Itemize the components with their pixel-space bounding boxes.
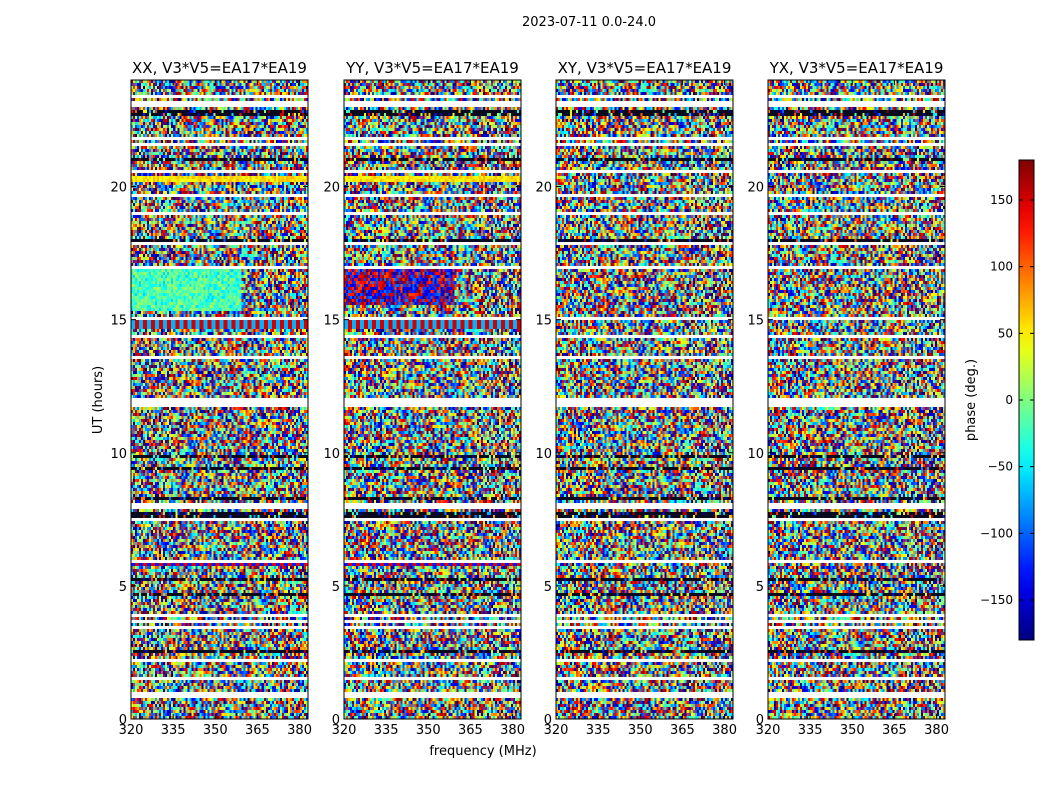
panel-title: XX, V3*V5=EA17*EA19 <box>132 59 307 77</box>
panel-yy: YY, V3*V5=EA17*EA19 320 335 350 365 380 0 5 10 15… <box>323 59 525 738</box>
panel-title: YY, V3*V5=EA17*EA19 <box>345 59 519 77</box>
y-tick-label: 20 <box>110 181 127 196</box>
x-tick-label: 380 <box>712 723 737 738</box>
y-tick-label: 5 <box>119 580 127 595</box>
y-tick-label: 10 <box>747 447 764 462</box>
x-axis-label: frequency (MHz) <box>429 744 536 759</box>
colorbar-tick-label: 100 <box>990 260 1013 274</box>
x-tick-label: 380 <box>924 723 949 738</box>
x-tick-label: 350 <box>840 723 865 738</box>
y-tick-label: 0 <box>544 713 552 728</box>
y-tick-label: 15 <box>535 314 552 329</box>
colorbar-tick-label: −100 <box>980 526 1013 540</box>
x-tick-label: 320 <box>544 723 569 738</box>
panel-frame <box>343 79 522 720</box>
y-tick-label: 20 <box>535 181 552 196</box>
colorbar-tick-label: 0 <box>1005 393 1013 407</box>
panel-frame <box>767 79 946 720</box>
y-tick-label: 10 <box>323 447 340 462</box>
x-tick-label: 350 <box>416 723 441 738</box>
x-tick-label: 335 <box>161 723 186 738</box>
colorbar-tick-label: 150 <box>990 193 1013 207</box>
y-tick-label: 20 <box>747 181 764 196</box>
y-axis-label: UT (hours) <box>91 366 106 434</box>
colorbar-tick-label: −150 <box>980 593 1013 607</box>
y-tick-label: 0 <box>756 713 764 728</box>
panel-yx: YX, V3*V5=EA17*EA19 320 335 350 365 380 0 5 10 15… <box>747 59 949 738</box>
colorbar: 150 100 50 0 −50 −100 −150 <box>980 159 1035 641</box>
x-tick-label: 365 <box>670 723 695 738</box>
panels: XX, V3*V5=EA17*EA19 320 335 350 365 380 0 5 10 15… <box>110 59 949 738</box>
x-tick-label: 335 <box>586 723 611 738</box>
colorbar-tick-label: 50 <box>998 326 1013 340</box>
y-tick-label: 0 <box>119 713 127 728</box>
y-tick-label: 5 <box>756 580 764 595</box>
panel-frame <box>130 79 309 720</box>
panel-title: XY, V3*V5=EA17*EA19 <box>558 59 732 77</box>
panel-title: YX, V3*V5=EA17*EA19 <box>769 59 944 77</box>
y-tick-label: 5 <box>544 580 552 595</box>
panel-xx: XX, V3*V5=EA17*EA19 320 335 350 365 380 0 5 10 15… <box>110 59 312 738</box>
x-tick-label: 320 <box>119 723 144 738</box>
y-tick-label: 10 <box>535 447 552 462</box>
heatmap-xy <box>556 80 733 719</box>
x-tick-label: 350 <box>628 723 653 738</box>
y-tick-label: 15 <box>323 314 340 329</box>
y-tick-label: 20 <box>323 181 340 196</box>
colorbar-label: phase (deg.) <box>964 359 979 441</box>
x-tick-label: 380 <box>500 723 525 738</box>
panel-xy: XY, V3*V5=EA17*EA19 320 335 350 365 380 0 5 10 15… <box>535 59 737 738</box>
figure-title: 2023-07-11 0.0-24.0 <box>522 15 656 30</box>
panel-frame <box>555 79 734 720</box>
x-tick-label: 365 <box>882 723 907 738</box>
x-tick-label: 320 <box>332 723 357 738</box>
x-tick-label: 335 <box>374 723 399 738</box>
x-tick-label: 380 <box>287 723 312 738</box>
x-tick-label: 350 <box>203 723 228 738</box>
x-tick-label: 320 <box>756 723 781 738</box>
y-tick-label: 5 <box>332 580 340 595</box>
y-tick-label: 15 <box>110 314 127 329</box>
colorbar-tick-label: −50 <box>988 460 1013 474</box>
y-tick-label: 15 <box>747 314 764 329</box>
heatmap-xx <box>131 80 308 719</box>
heatmap-yy <box>344 80 521 719</box>
heatmap-yx <box>768 80 945 719</box>
y-tick-label: 10 <box>110 447 127 462</box>
y-tick-label: 0 <box>332 713 340 728</box>
x-tick-label: 365 <box>458 723 483 738</box>
x-tick-label: 335 <box>798 723 823 738</box>
x-tick-label: 365 <box>245 723 270 738</box>
